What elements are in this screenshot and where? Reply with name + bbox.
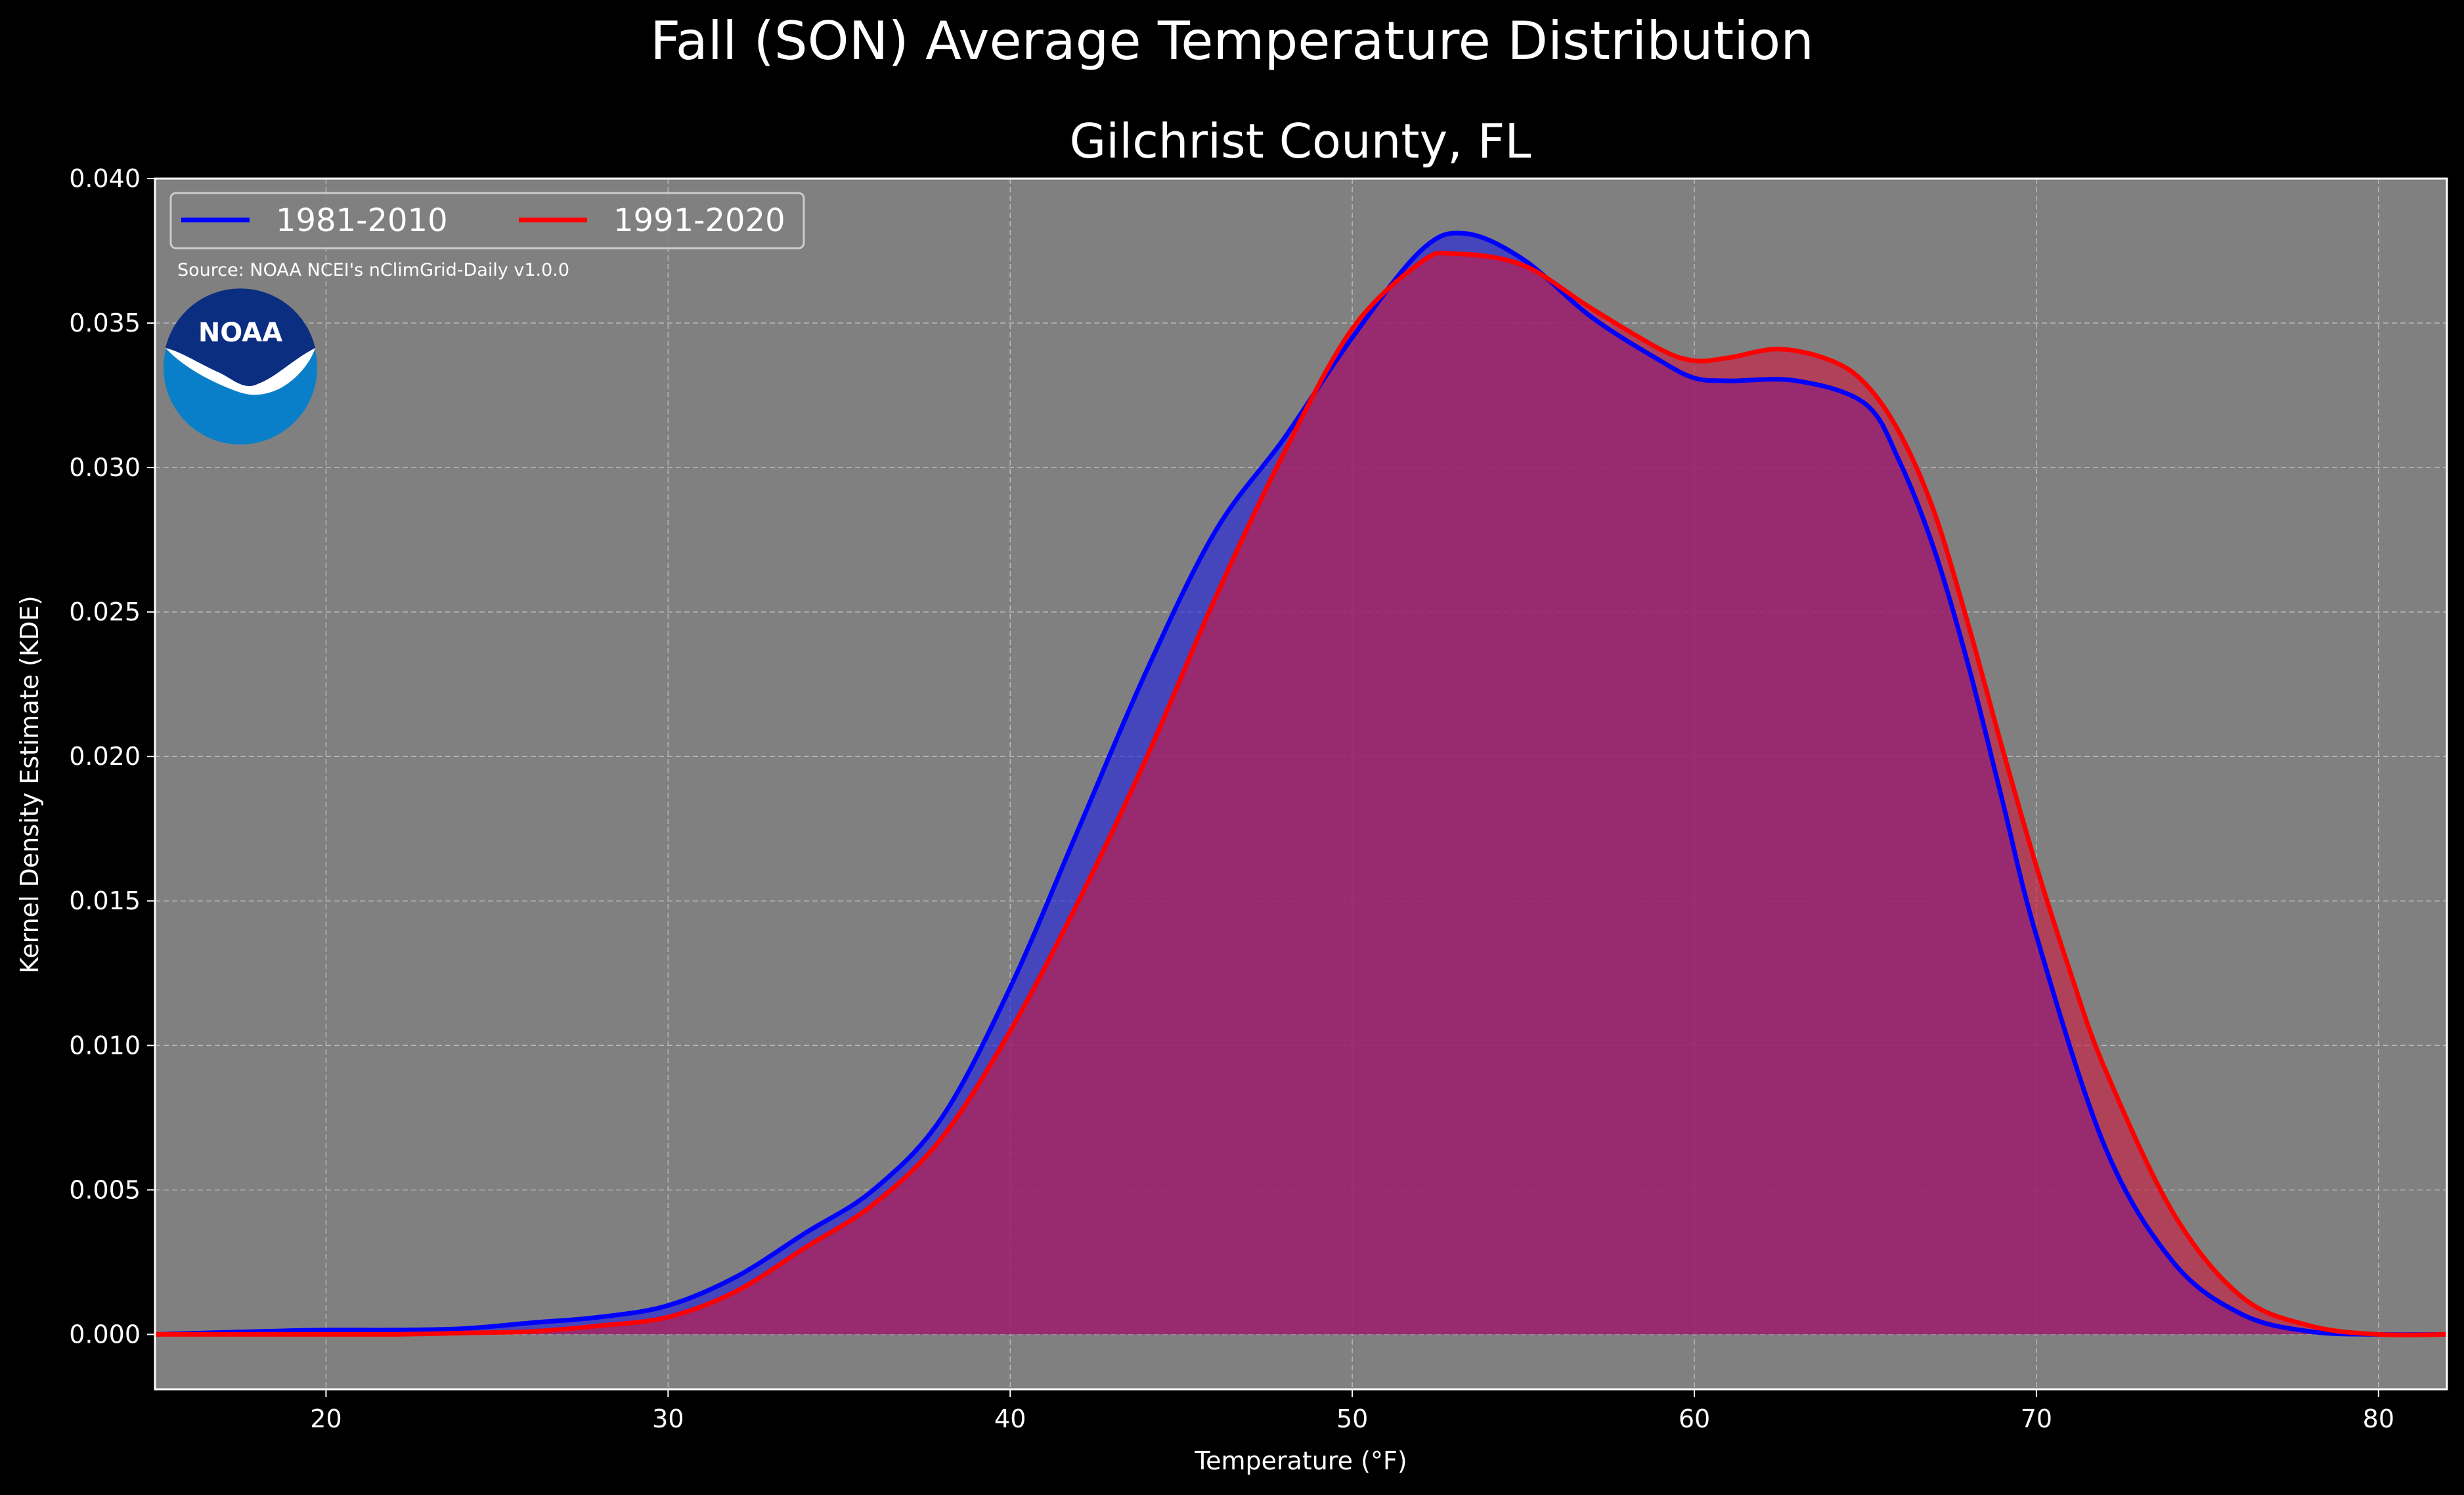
noaa-logo: NOAA <box>164 288 317 444</box>
chart-title: Fall (SON) Average Temperature Distribut… <box>650 11 1814 72</box>
x-tick-label: 70 <box>2021 1404 2052 1433</box>
y-tick-label: 0.015 <box>69 886 141 915</box>
y-axis-label: Kernel Density Estimate (KDE) <box>15 596 44 974</box>
y-axis-ticks: 0.000 0.005 0.010 0.015 0.020 0.025 0.030 0.035… <box>69 164 155 1349</box>
y-tick-label: 0.020 <box>69 742 141 771</box>
x-tick-label: 20 <box>310 1404 341 1433</box>
density-lines <box>154 230 2448 1337</box>
plot-frame <box>154 177 2448 1391</box>
chart-subtitle: Gilchrist County, FL <box>1070 114 1531 169</box>
legend-label-1981-2010: 1981-2010 <box>276 202 448 239</box>
logo-seagull <box>165 348 315 395</box>
y-tick-label: 0.040 <box>69 164 141 193</box>
x-axis-ticks: 20 30 40 50 60 70 80 <box>310 1389 2394 1433</box>
x-tick-label: 30 <box>652 1404 684 1433</box>
logo-text: NOAA <box>198 318 282 348</box>
x-tick-label: 50 <box>1336 1404 1368 1433</box>
x-axis-label: Temperature (°F) <box>1194 1446 1407 1475</box>
y-tick-label: 0.010 <box>69 1031 141 1060</box>
density-fills <box>155 232 2447 1335</box>
plot-area <box>154 177 2448 1391</box>
logo-sky <box>165 288 315 387</box>
density-line-1991-2020 <box>154 250 2448 1337</box>
y-tick-label: 0.025 <box>69 597 141 626</box>
x-tick-label: 40 <box>994 1404 1026 1433</box>
y-tick-label: 0.005 <box>69 1175 141 1204</box>
density-line-1981-2010 <box>154 230 2448 1337</box>
x-tick-label: 80 <box>2363 1404 2394 1433</box>
y-tick-label: 0.000 <box>69 1320 141 1349</box>
legend-box <box>169 192 805 249</box>
legend-label-1991-2020: 1991-2020 <box>613 202 785 239</box>
y-tick-label: 0.035 <box>69 309 141 337</box>
y-tick-label: 0.030 <box>69 453 141 482</box>
source-note: Source: NOAA NCEI's nClimGrid-Daily v1.0… <box>177 260 569 280</box>
x-tick-label: 60 <box>1679 1404 1710 1433</box>
legend: 1981-2010 1991-2020 <box>169 192 805 249</box>
density-fill-1991-2020 <box>155 253 2447 1335</box>
